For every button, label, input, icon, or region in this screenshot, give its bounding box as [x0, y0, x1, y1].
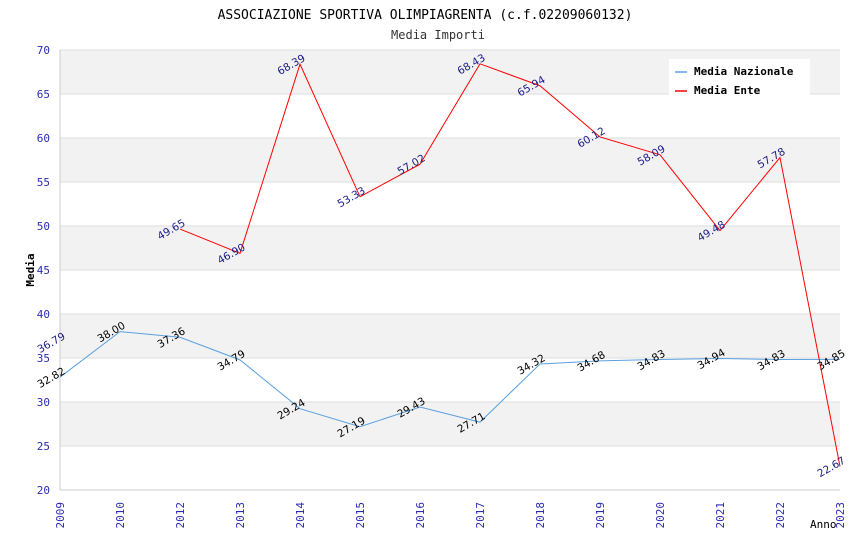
series-line-media-ente [179, 62, 841, 467]
y-tick-labels: 20 25 30 35 40 45 50 55 60 65 70 [37, 44, 50, 497]
band-7 [60, 138, 840, 182]
x-tick-label-2022: 2022 [774, 502, 787, 529]
x-tick-label-2012: 2012 [174, 502, 187, 529]
y-tick-label-30: 30 [37, 396, 50, 409]
y-tick-label-65: 65 [37, 88, 50, 101]
legend: Media Nazionale Media Ente [669, 59, 810, 101]
band-8 [60, 94, 840, 138]
y-tick-label-25: 25 [37, 440, 50, 453]
y-tick-label-60: 60 [37, 132, 50, 145]
series-line-media-nazionale [59, 331, 841, 428]
y-tick-label-45: 45 [37, 264, 50, 277]
band-1 [60, 402, 840, 446]
y-axis-title: Media [24, 253, 37, 286]
x-tick-label-2010: 2010 [114, 502, 127, 529]
chart-subtitle: Media Importi [391, 28, 485, 42]
x-tick-label-2015: 2015 [354, 502, 367, 529]
y-tick-label-50: 50 [37, 220, 50, 233]
x-axis-title: Anno [810, 518, 837, 531]
legend-label-media-nazionale: Media Nazionale [694, 65, 794, 78]
legend-label-media-ente: Media Ente [694, 84, 761, 97]
chart-title: ASSOCIAZIONE SPORTIVA OLIMPIAGRENTA (c.f… [218, 8, 633, 23]
band-0 [60, 446, 840, 490]
x-tick-label-2017: 2017 [474, 502, 487, 529]
band-4 [60, 270, 840, 314]
legend-box [669, 59, 810, 101]
y-tick-label-70: 70 [37, 44, 50, 57]
x-tick-label-2019: 2019 [594, 502, 607, 529]
x-tick-labels: 2009 2010 2012 2013 2014 2015 2016 2017 2018 2019… [54, 502, 847, 529]
x-tick-label-2013: 2013 [234, 502, 247, 529]
background-bands [60, 50, 840, 490]
x-tick-label-2009: 2009 [54, 502, 67, 529]
series-lines [59, 62, 841, 467]
y-tick-label-20: 20 [37, 484, 50, 497]
x-tick-label-2021: 2021 [714, 502, 727, 529]
band-3 [60, 314, 840, 358]
x-tick-label-2016: 2016 [414, 502, 427, 529]
x-tick-label-2023: 2023 [834, 502, 847, 529]
band-2 [60, 358, 840, 402]
y-tick-label-40: 40 [37, 308, 50, 321]
x-tick-label-2018: 2018 [534, 502, 547, 529]
x-tick-label-2014: 2014 [294, 502, 307, 529]
y-tick-label-55: 55 [37, 176, 50, 189]
y-tick-label-35: 35 [37, 352, 50, 365]
x-tick-label-2020: 2020 [654, 502, 667, 529]
